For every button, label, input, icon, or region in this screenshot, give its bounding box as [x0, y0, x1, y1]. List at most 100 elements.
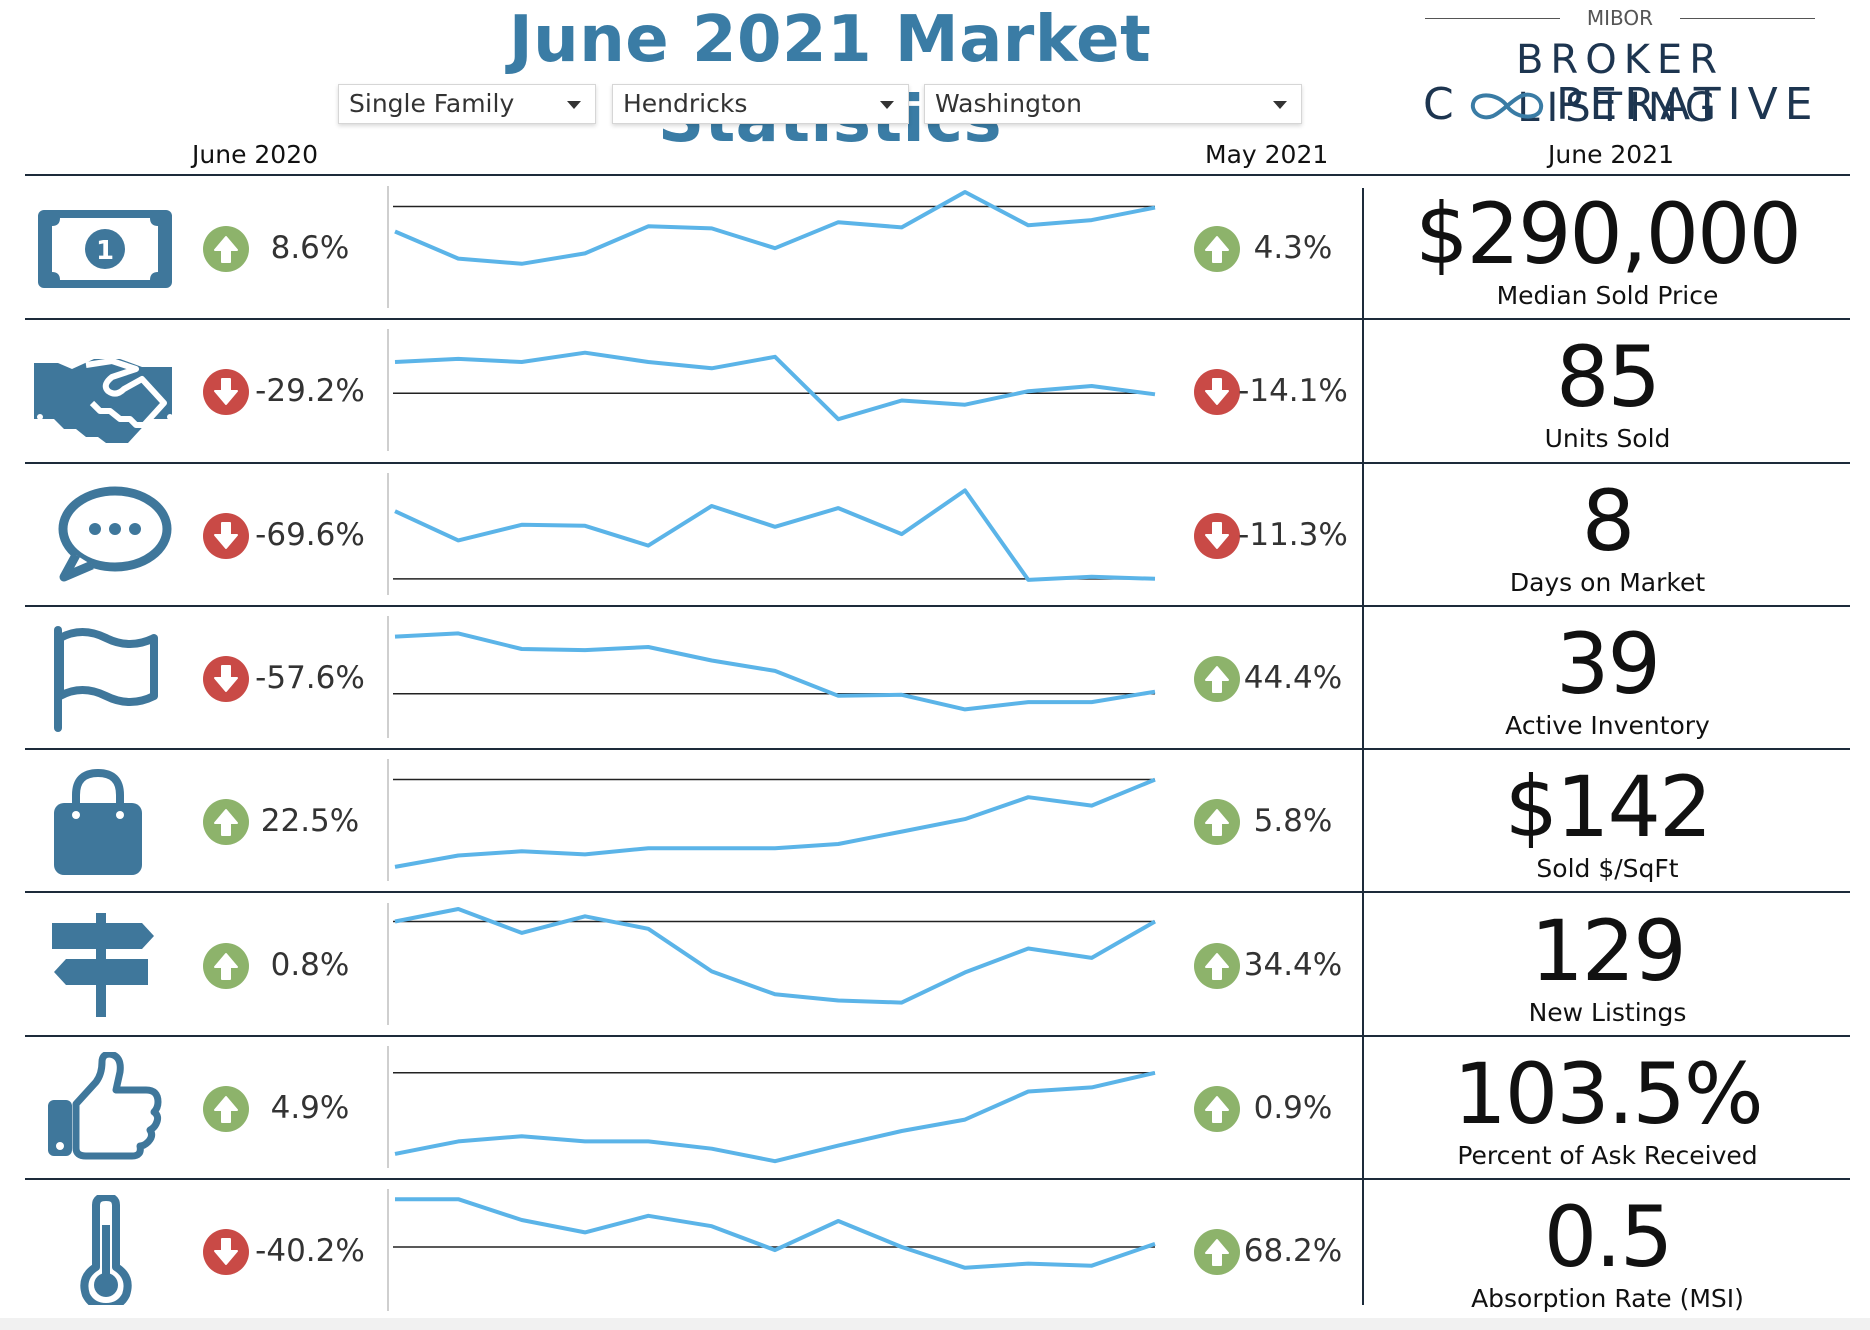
row-divider — [25, 748, 1850, 751]
metric-value: 39 — [1556, 614, 1661, 713]
row-divider — [25, 1178, 1850, 1181]
metric-row: -40.2% 68.2% 0.5 Absorption Rate (MSI) — [0, 1181, 1870, 1324]
sparkline-chart — [387, 186, 1156, 308]
yoy-trend-badge — [203, 1229, 249, 1276]
township-value: Washington — [935, 89, 1082, 118]
sparkline-series — [395, 1197, 1156, 1270]
mom-trend-badge — [1194, 942, 1240, 989]
mom-trend-badge — [1194, 655, 1240, 702]
yoy-trend-badge — [203, 1085, 249, 1132]
sparkline-chart — [387, 615, 1156, 738]
county-dropdown[interactable]: Hendricks — [612, 84, 909, 124]
chevron-down-icon — [567, 101, 581, 109]
mom-trend-badge — [1194, 226, 1240, 272]
sparkline-series — [394, 190, 1156, 266]
row-divider — [25, 891, 1850, 894]
arrow-up-icon — [214, 809, 238, 837]
signpost-icon — [30, 909, 180, 1019]
handshake-icon — [30, 335, 180, 445]
township-dropdown[interactable]: Washington — [924, 84, 1302, 124]
metric-value: 0.5 — [1543, 1188, 1674, 1287]
logo-mibor-text: MIBOR — [1586, 6, 1654, 30]
row-divider — [25, 1034, 1850, 1037]
yoy-trend-badge — [203, 226, 249, 272]
arrow-up-icon — [1205, 1095, 1229, 1123]
row-divider — [25, 604, 1850, 607]
mom-trend-badge — [1194, 799, 1240, 846]
column-header-prior-year: June 2020 — [192, 140, 319, 169]
metric-value: 103.5% — [1453, 1044, 1763, 1143]
yoy-trend-badge — [203, 655, 249, 702]
sparkline-series — [394, 350, 1156, 422]
column-header-current: June 2021 — [1548, 140, 1675, 169]
mom-change: -11.3% — [1238, 516, 1348, 553]
infinity-icon — [1470, 92, 1544, 120]
logo-c: C — [1423, 79, 1461, 130]
yoy-change: 8.6% — [270, 230, 350, 266]
sparkline-chart — [387, 902, 1156, 1025]
yoy-change: 4.9% — [270, 1089, 350, 1126]
speech-bubble-icon — [30, 479, 180, 589]
mom-trend-badge — [1194, 512, 1240, 559]
yoy-trend-badge — [203, 799, 249, 846]
arrow-up-icon — [1205, 809, 1229, 837]
arrow-up-icon — [214, 236, 238, 263]
metric-value: 85 — [1556, 328, 1661, 427]
arrow-down-icon — [1205, 378, 1229, 406]
metric-label: Percent of Ask Received — [1457, 1140, 1758, 1170]
sparkline-series — [394, 631, 1156, 712]
metric-label: Days on Market — [1509, 567, 1706, 597]
mom-trend-badge — [1194, 1085, 1240, 1132]
arrow-up-icon — [1205, 665, 1229, 693]
metric-value: $290,000 — [1415, 185, 1802, 283]
sparkline-chart — [387, 759, 1156, 882]
logo-broker-listing: BROKER LISTING — [1515, 37, 1724, 131]
sparkline-series — [394, 906, 1156, 1005]
property-type-value: Single Family — [349, 89, 515, 118]
arrow-down-icon — [214, 664, 238, 692]
arrow-down-icon — [214, 521, 238, 549]
metric-row: 22.5% 5.8% $142 Sold $/SqFt — [0, 751, 1870, 894]
mom-change: 4.3% — [1253, 230, 1333, 266]
metric-value: 8 — [1581, 471, 1635, 570]
metric-label: New Listings — [1528, 997, 1687, 1027]
sparkline-chart — [387, 329, 1156, 452]
chevron-down-icon — [1273, 101, 1287, 109]
page-title: June 2021 Market Statistics — [508, 3, 1152, 157]
mom-change: 44.4% — [1243, 659, 1343, 696]
metric-label: Active Inventory — [1505, 710, 1710, 740]
logo-cooperative: C PERATIVE — [1415, 80, 1825, 130]
property-type-dropdown[interactable]: Single Family — [338, 84, 596, 124]
value-column-divider — [1362, 188, 1364, 1305]
mom-change: 68.2% — [1243, 1233, 1343, 1270]
thermometer-icon — [30, 1193, 180, 1312]
metric-label: Sold $/SqFt — [1536, 854, 1679, 884]
arrow-up-icon — [1205, 236, 1229, 263]
row-divider — [25, 318, 1850, 321]
mom-change: 34.4% — [1243, 946, 1343, 983]
metric-row: 0.8% 34.4% 129 New Listings — [0, 895, 1870, 1038]
sparkline-chart — [387, 1045, 1156, 1168]
arrow-up-icon — [214, 1095, 238, 1123]
sparkline-series — [394, 1070, 1156, 1163]
metric-row: -57.6% 44.4% 39 Active Inventory — [0, 608, 1870, 751]
arrow-up-icon — [1205, 952, 1229, 980]
header-divider — [25, 174, 1850, 176]
sparkline-chart — [387, 472, 1156, 595]
yoy-trend-badge — [203, 369, 249, 416]
arrow-down-icon — [1205, 521, 1229, 549]
bottom-bar — [0, 1318, 1870, 1330]
sparkline-chart — [387, 1189, 1156, 1312]
metric-label: Absorption Rate (MSI) — [1471, 1284, 1744, 1314]
mom-change: 0.9% — [1253, 1089, 1333, 1126]
yoy-change: 0.8% — [270, 946, 350, 983]
svg-text:1: 1 — [96, 236, 114, 266]
metric-value: $142 — [1504, 758, 1713, 857]
mom-trend-badge — [1194, 369, 1240, 416]
shopping-bag-icon — [30, 765, 180, 876]
arrow-up-icon — [1205, 1239, 1229, 1267]
metric-label: Median Sold Price — [1496, 281, 1719, 310]
yoy-change: -69.6% — [255, 516, 365, 553]
county-value: Hendricks — [623, 89, 748, 118]
